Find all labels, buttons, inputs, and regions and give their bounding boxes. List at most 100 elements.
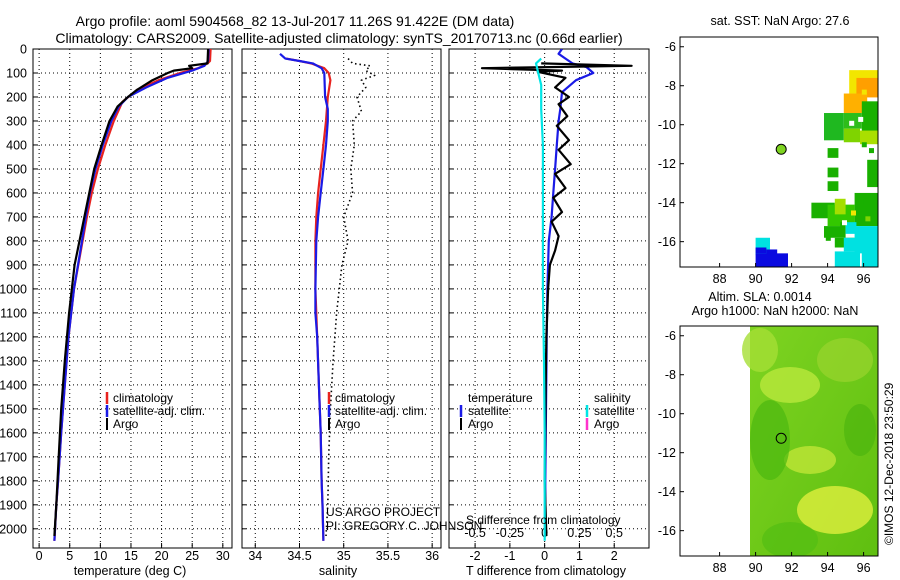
x-tick-label: 1 bbox=[576, 549, 583, 563]
y-tick-label: 600 bbox=[6, 186, 27, 200]
map-x-tick-label: 88 bbox=[713, 561, 727, 575]
altimetry-map-field bbox=[742, 326, 878, 556]
altimetry-blob bbox=[742, 328, 778, 372]
salinity-xlabel: salinity bbox=[319, 564, 358, 578]
sst-cell bbox=[824, 113, 844, 141]
diff-legend-t-sat: satellite bbox=[468, 404, 509, 418]
sst-cell bbox=[861, 142, 867, 148]
sst-cell bbox=[863, 198, 869, 204]
sst-cell bbox=[869, 148, 874, 154]
sst-cell bbox=[766, 249, 778, 256]
y-tick-label: 2000 bbox=[0, 522, 27, 536]
temperature-panel: 0100200300400500600700800900100011001200… bbox=[0, 43, 233, 578]
sst-cell bbox=[845, 222, 857, 234]
map-y-tick-label: -8 bbox=[665, 368, 676, 382]
sst-map-cells bbox=[755, 70, 878, 267]
map-y-tick-label: -16 bbox=[658, 235, 676, 249]
imos-credit: ©IMOS 12-Dec-2018 23:50:29 bbox=[882, 382, 896, 545]
altimetry-blob bbox=[784, 446, 836, 474]
sst-map-title: sat. SST: NaN Argo: 27.6 bbox=[711, 14, 850, 28]
map-y-tick-label: -6 bbox=[665, 329, 676, 343]
series-t-argo bbox=[480, 62, 633, 537]
series-argo bbox=[53, 49, 210, 537]
y-tick-label: 0 bbox=[20, 43, 27, 57]
altimetry-map-frame bbox=[679, 325, 879, 557]
map-x-tick-label: 90 bbox=[749, 561, 763, 575]
x-tick-label: 0 bbox=[541, 549, 548, 563]
difference-xlabel: T difference from climatology bbox=[466, 564, 627, 578]
series-climatology bbox=[53, 49, 212, 541]
y-tick-label: 1600 bbox=[0, 426, 27, 440]
map-x-tick-label: 94 bbox=[821, 561, 835, 575]
credit-project: US ARGO PROJECT bbox=[326, 505, 441, 519]
map-y-tick-label: -12 bbox=[658, 446, 676, 460]
s-tick-label: 0.25 bbox=[567, 526, 591, 540]
sst-cell bbox=[834, 198, 846, 215]
y-tick-label: 900 bbox=[6, 258, 27, 272]
map-y-tick-label: -12 bbox=[658, 157, 676, 171]
sst-cell bbox=[861, 101, 878, 137]
altimetry-blob bbox=[762, 522, 818, 556]
y-tick-label: 500 bbox=[6, 162, 27, 176]
sst-cell bbox=[861, 89, 867, 95]
x-tick-label: 34 bbox=[248, 549, 262, 563]
altimetry-blob bbox=[797, 486, 873, 534]
y-tick-label: 800 bbox=[6, 234, 27, 248]
map-x-tick-label: 88 bbox=[713, 272, 727, 286]
diff-legend-s-argo: Argo bbox=[594, 417, 620, 431]
map-y-tick-label: -16 bbox=[658, 524, 676, 538]
altimetry-map-title: Altim. SLA: 0.0014 bbox=[708, 290, 812, 304]
map-y-tick-label: -8 bbox=[665, 79, 676, 93]
sst-cell bbox=[755, 253, 788, 267]
y-tick-label: 1400 bbox=[0, 378, 27, 392]
x-tick-label: 0 bbox=[36, 549, 43, 563]
sst-cell bbox=[825, 235, 831, 241]
x-tick-label: 10 bbox=[93, 549, 107, 563]
x-tick-label: 20 bbox=[155, 549, 169, 563]
altimetry-blob bbox=[750, 400, 790, 480]
altimetry-blob bbox=[760, 367, 820, 403]
map-x-tick-label: 94 bbox=[821, 272, 835, 286]
x-tick-label: 35 bbox=[337, 549, 351, 563]
legend-satellite: satellite-adj. clim. bbox=[113, 404, 205, 418]
map-y-tick-label: -10 bbox=[658, 118, 676, 132]
credit-pi: PI: GREGORY C. JOHNSON bbox=[326, 519, 482, 533]
series-satellite-adj-clim- bbox=[279, 52, 329, 541]
sst-cell bbox=[851, 210, 856, 216]
altimetry-blob bbox=[844, 404, 876, 456]
sst-map-panel: sat. SST: NaN Argo: 27.6 88 90 92 94 96 -6 -8 -… bbox=[658, 14, 879, 286]
y-tick-label: 100 bbox=[6, 66, 27, 80]
title-line2: Climatology: CARS2009. Satellite-adjuste… bbox=[55, 30, 622, 46]
altimetry-map-subtitle: Argo h1000: NaN h2000: NaN bbox=[692, 304, 859, 318]
diff-legend-t-argo: Argo bbox=[468, 417, 494, 431]
difference-frame bbox=[448, 48, 650, 549]
x-tick-label: 30 bbox=[216, 549, 230, 563]
map-y-tick-label: -14 bbox=[658, 196, 676, 210]
sst-cell bbox=[818, 208, 824, 214]
map-x-tick-label: 92 bbox=[785, 272, 799, 286]
difference-xlabel-top: S difference from climatology bbox=[466, 513, 621, 527]
sst-cell bbox=[834, 251, 860, 267]
temperature-legend: climatology satellite-adj. clim. Argo bbox=[105, 391, 205, 431]
sst-cell bbox=[843, 237, 862, 252]
sst-cell bbox=[854, 192, 878, 227]
x-tick-label: -2 bbox=[470, 549, 481, 563]
y-tick-label: 1800 bbox=[0, 474, 27, 488]
y-tick-label: 700 bbox=[6, 210, 27, 224]
title-line1: Argo profile: aoml 5904568_82 13-Jul-201… bbox=[76, 13, 515, 29]
map-y-tick-label: -6 bbox=[665, 40, 676, 54]
y-tick-label: 1000 bbox=[0, 282, 27, 296]
difference-panel: -2 -1 0 1 2-0.5 -0.25 0 0.25 0.5 T difference fr… bbox=[448, 48, 650, 578]
sst-cell bbox=[872, 169, 878, 175]
x-tick-label: 5 bbox=[66, 549, 73, 563]
diff-legend-sal-title: salinity bbox=[594, 391, 631, 405]
diff-legend-temp-title: temperature bbox=[468, 391, 533, 405]
salinity-panel: 34 34.5 35 35.5 36 salinity climatology sate… bbox=[241, 48, 482, 578]
y-tick-label: 400 bbox=[6, 138, 27, 152]
sal-legend-climatology: climatology bbox=[335, 391, 395, 405]
sst-map-frame bbox=[679, 36, 879, 268]
s-tick-label: 0.5 bbox=[606, 526, 623, 540]
map-y-tick-label: -14 bbox=[658, 485, 676, 499]
sst-cell bbox=[824, 226, 846, 238]
